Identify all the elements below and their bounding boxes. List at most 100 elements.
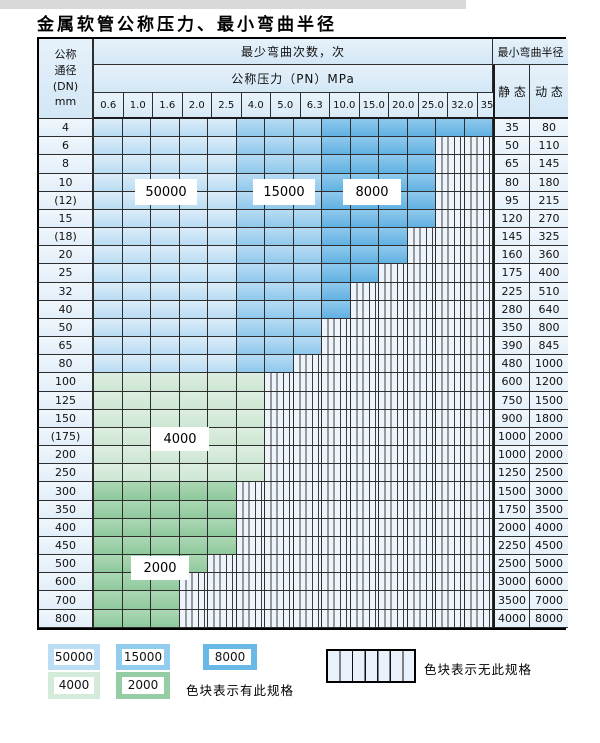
- dynamic-radius-cell: 640: [530, 300, 568, 319]
- no-spec-cell: [436, 409, 465, 428]
- table-row: 300 1500 3000: [39, 482, 568, 501]
- no-spec-cell: [436, 446, 465, 465]
- spec-cell-4000: [151, 409, 180, 428]
- no-spec-cell: [436, 264, 465, 283]
- spec-cell-8000: [322, 119, 351, 138]
- spec-cell-50000: [151, 282, 180, 301]
- static-radius-cell: 390: [493, 337, 530, 356]
- no-spec-cell: [379, 446, 408, 465]
- spec-cell-50000: [179, 155, 208, 174]
- has-spec-note: 色块表示有此规格: [186, 683, 295, 698]
- spec-cell-15000: [293, 318, 322, 338]
- spec-cell-50000: [94, 228, 123, 247]
- spec-cell-50000: [208, 173, 237, 192]
- no-spec-cell: [407, 482, 436, 501]
- spec-cell-2000: [94, 518, 123, 537]
- table-row: 400 2000 4000: [39, 518, 568, 537]
- spec-cell-50000: [179, 318, 208, 338]
- no-spec-cell: [350, 318, 379, 338]
- dn-cell: 600: [39, 573, 94, 592]
- spec-cell-2000: [122, 500, 151, 519]
- spec-cell-8000: [350, 155, 379, 174]
- no-spec-cell: [350, 573, 379, 592]
- spec-cell-50000: [208, 318, 237, 338]
- no-spec-cell: [407, 300, 436, 319]
- dn-cell: 125: [39, 391, 94, 410]
- dynamic-radius-cell: 400: [530, 264, 568, 283]
- spec-cell-15000: [293, 337, 322, 356]
- table-row: 100 600 1200: [39, 373, 568, 392]
- pressure-column-label: 5.0: [271, 93, 301, 119]
- no-spec-cell: [436, 173, 465, 192]
- no-spec-cell: [464, 228, 493, 247]
- no-spec-cell: [464, 191, 493, 210]
- static-radius-cell: 65: [493, 155, 530, 174]
- dynamic-radius-cell: 1500: [530, 391, 568, 410]
- no-spec-cell: [379, 264, 408, 283]
- static-radius-cell: 50: [493, 137, 530, 156]
- dynamic-radius-cell: 270: [530, 209, 568, 229]
- no-spec-cell: [293, 464, 322, 483]
- legend-swatch-50000: 50000: [48, 644, 100, 670]
- spec-cell-50000: [122, 337, 151, 356]
- no-spec-cell: [322, 373, 351, 392]
- spec-cell-15000: [293, 209, 322, 229]
- spec-cell-2000: [94, 500, 123, 519]
- pressure-column-label: 10.0: [330, 93, 360, 119]
- spec-cell-8000: [350, 228, 379, 247]
- dynamic-radius-cell: 1800: [530, 409, 568, 428]
- no-spec-cell: [236, 591, 265, 610]
- no-spec-cell: [293, 373, 322, 392]
- pressure-column-label: 1.0: [123, 93, 153, 119]
- no-spec-cell: [265, 464, 294, 483]
- no-spec-cell: [407, 427, 436, 447]
- no-spec-cell: [436, 155, 465, 174]
- spec-cell-4000: [94, 373, 123, 392]
- dn-cell: 80: [39, 355, 94, 374]
- spec-cell-4000: [122, 409, 151, 428]
- no-spec-cell: [436, 337, 465, 356]
- static-radius-cell: 35: [493, 119, 530, 138]
- spec-cell-50000: [122, 282, 151, 301]
- no-spec-cell: [322, 500, 351, 519]
- dn-cell: 800: [39, 609, 94, 628]
- dynamic-radius-cell: 845: [530, 337, 568, 356]
- no-spec-cell: [293, 536, 322, 556]
- no-spec-cell: [179, 591, 208, 610]
- spec-cell-50000: [94, 300, 123, 319]
- no-spec-cell: [464, 137, 493, 156]
- spec-cell-50000: [208, 119, 237, 138]
- no-spec-cell: [436, 318, 465, 338]
- no-spec-cell: [322, 482, 351, 501]
- no-spec-cell: [322, 391, 351, 410]
- spec-cell-4000: [208, 427, 237, 447]
- no-spec-cell: [436, 427, 465, 447]
- no-spec-cell: [322, 591, 351, 610]
- spec-cell-4000: [179, 391, 208, 410]
- dynamic-radius-cell: 5000: [530, 555, 568, 574]
- no-spec-cell: [350, 591, 379, 610]
- spec-cell-50000: [94, 155, 123, 174]
- table-row: 350 1750 3500: [39, 500, 568, 519]
- no-spec-cell: [407, 391, 436, 410]
- spec-cell-50000: [122, 137, 151, 156]
- dn-cell: 10: [39, 173, 94, 192]
- spec-cell-2000: [94, 573, 123, 592]
- spec-cell-15000: [293, 137, 322, 156]
- spec-cell-15000: [236, 137, 265, 156]
- no-spec-cell: [436, 591, 465, 610]
- nominal-pressure-header: 公称压力（PN）MPa: [94, 65, 493, 93]
- no-spec-cell: [293, 482, 322, 501]
- no-spec-cell: [350, 282, 379, 301]
- spec-cell-50000: [208, 137, 237, 156]
- no-spec-cell: [464, 482, 493, 501]
- spec-cell-50000: [94, 355, 123, 374]
- no-spec-cell: [464, 373, 493, 392]
- no-spec-cell: [464, 609, 493, 628]
- no-spec-cell: [407, 609, 436, 628]
- no-spec-cell: [436, 373, 465, 392]
- spec-cell-4000: [151, 373, 180, 392]
- spec-cell-8000: [407, 191, 436, 210]
- no-spec-cell: [379, 409, 408, 428]
- spec-cell-8000: [322, 282, 351, 301]
